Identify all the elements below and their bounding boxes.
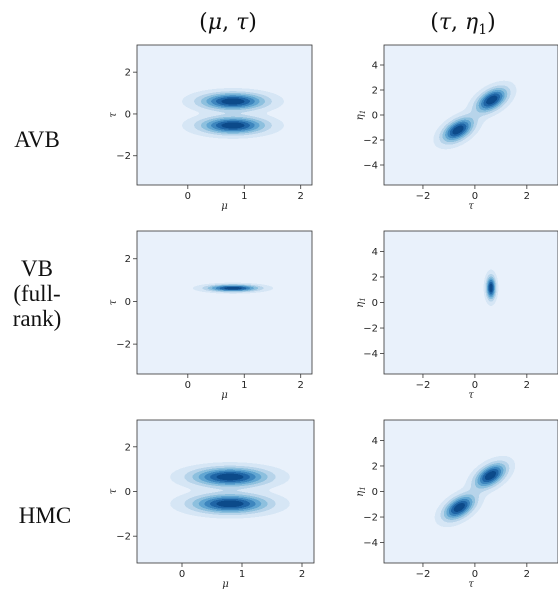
y-tick-label: 2 [125, 68, 131, 79]
x-tick-label: 2 [524, 380, 530, 391]
x-tick-label: −2 [416, 191, 431, 202]
x-tick-label: 0 [472, 569, 478, 580]
y-tick-label: 0 [125, 109, 131, 120]
panel-frame [136, 230, 313, 375]
x-tick-label: 2 [524, 569, 530, 580]
y-axis-label: η1 [355, 297, 367, 307]
y-tick-label: 2 [372, 272, 378, 283]
x-tick-label: 0 [185, 380, 191, 391]
x-tick-label: 1 [239, 569, 245, 580]
y-tick-label: 0 [125, 487, 131, 498]
x-tick-label: 2 [298, 191, 304, 202]
contour-panel-1: −2 0 2 −4 −2 0 2 4 τ η1 [355, 44, 558, 212]
y-axis-label: τ [108, 299, 119, 305]
x-tick-label: 0 [185, 191, 191, 202]
y-tick-label: −4 [363, 161, 378, 172]
density-contours [137, 420, 314, 563]
y-tick-label: 2 [125, 254, 131, 265]
x-tick-label: 0 [472, 191, 478, 202]
x-axis-label: τ [468, 579, 474, 589]
y-tick-label: 2 [372, 461, 378, 472]
y-axis-label: η1 [355, 486, 367, 496]
y-tick-label: 0 [125, 297, 131, 308]
x-tick-label: −2 [416, 380, 431, 391]
y-tick-label: 0 [372, 487, 378, 498]
y-tick-label: −2 [363, 324, 378, 335]
row-label-1-line-0: VB [21, 256, 53, 281]
y-tick-label: −2 [363, 136, 378, 147]
y-tick-label: 4 [372, 61, 378, 72]
y-tick-label: 2 [125, 442, 131, 453]
y-axis-label: τ [108, 112, 119, 118]
x-tick-label: 0 [179, 569, 185, 580]
density-contours [137, 45, 312, 185]
x-axis-label: μ [221, 201, 228, 212]
density-contours [137, 231, 312, 374]
y-axis-label: τ [108, 488, 119, 494]
y-tick-label: 0 [372, 111, 378, 122]
y-tick-label: 2 [372, 86, 378, 97]
x-axis-label: μ [222, 579, 229, 589]
contour-panel-3: −2 0 2 −4 −2 0 2 4 τ η1 [355, 230, 558, 401]
contour-panel-4: 0 1 2 −2 0 2 μ τ [108, 419, 315, 589]
y-tick-label: −2 [363, 513, 378, 524]
y-axis-label: η1 [355, 110, 367, 120]
y-tick-label: 0 [372, 298, 378, 309]
row-label-0-line-0: AVB [14, 127, 60, 152]
density-contours [384, 420, 558, 563]
x-axis-label: τ [468, 390, 474, 401]
panel-frame [136, 44, 313, 186]
x-tick-label: 1 [241, 191, 247, 202]
density-contours [384, 45, 558, 185]
y-tick-label: 4 [372, 436, 378, 447]
row-label-2-line-0: HMC [19, 503, 71, 528]
row-labels: AVB VB(full-rank) HMC [13, 127, 71, 528]
x-tick-label: −2 [416, 569, 431, 580]
x-axis-label: μ [221, 390, 228, 401]
contour-panel-2: 0 1 2 −2 0 2 μ τ [108, 230, 313, 401]
x-tick-label: 0 [472, 380, 478, 391]
x-axis-label: τ [468, 201, 474, 212]
y-tick-label: −2 [116, 532, 131, 543]
contour-panel-5: −2 0 2 −4 −2 0 2 4 τ η1 [355, 419, 558, 589]
y-tick-label: −2 [116, 151, 131, 162]
x-tick-label: 1 [241, 380, 247, 391]
x-tick-label: 2 [298, 380, 304, 391]
y-tick-label: 4 [372, 247, 378, 258]
column-title-tau-eta1: (τ, η1) [430, 10, 495, 38]
row-label-1-line-2: rank) [13, 306, 62, 331]
x-tick-label: 2 [299, 569, 305, 580]
y-tick-label: −4 [363, 538, 378, 549]
density-contours [384, 231, 558, 374]
x-tick-label: 2 [524, 191, 530, 202]
row-label-1-line-1: (full- [13, 281, 60, 306]
y-tick-label: −4 [363, 349, 378, 360]
column-title-mu-tau: (μ, τ) [199, 10, 257, 35]
contour-panel-0: 0 1 2 −2 0 2 μ τ [108, 44, 313, 212]
y-tick-label: −2 [116, 340, 131, 351]
